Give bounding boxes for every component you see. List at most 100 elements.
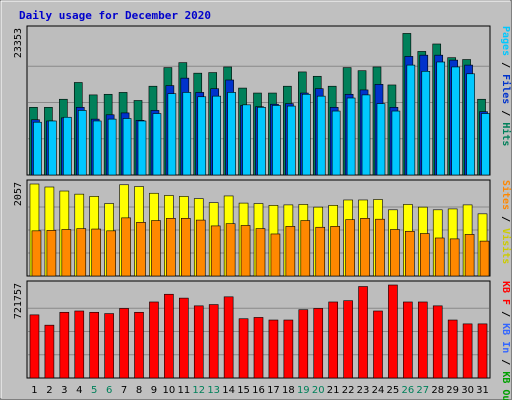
pages-files-hits-bar-pages-day-18: [287, 105, 296, 176]
kbytes-bar-kb-f-day-3: [59, 311, 70, 379]
x-tick-label-day-3: 3: [61, 385, 67, 396]
visits-sites-bar-sites-day-15: [240, 225, 251, 277]
x-tick-label-day-28: 28: [431, 385, 444, 396]
x-tick-label-day-13: 13: [207, 385, 220, 396]
x-tick-label-day-19: 19: [297, 385, 310, 396]
visits-sites-bar-sites-day-22: [345, 219, 355, 277]
x-tick-label-day-27: 27: [416, 385, 429, 396]
visits-sites-bar-sites-day-14: [225, 223, 236, 277]
kbytes-bar-kb-f-day-18: [283, 319, 294, 379]
x-tick-label-day-24: 24: [372, 385, 385, 396]
pages-files-hits-bar-pages-day-17: [272, 105, 281, 176]
visits-sites-bar-sites-day-12: [195, 219, 206, 277]
visits-sites-legend-separator: /: [500, 210, 511, 228]
kbytes-bar-kb-f-day-14: [223, 296, 234, 379]
kbytes-bar-kb-f-day-30: [462, 323, 473, 379]
panel-pages-files-hits-bars: [29, 33, 490, 176]
visits-sites-bar-sites-day-6: [106, 230, 116, 277]
visits-sites-bar-sites-day-30: [464, 234, 475, 277]
visits-sites-bar-sites-day-9: [151, 220, 161, 277]
pages-files-hits-legend-pages: Pages: [500, 26, 511, 56]
kbytes-legend-kb-f: KB F: [500, 281, 511, 305]
visits-sites-bar-sites-day-8: [136, 222, 146, 277]
kbytes-bar-kb-f-day-12: [193, 305, 204, 379]
kbytes-legend-kb-out: KB Out: [500, 371, 511, 400]
x-tick-label-day-10: 10: [163, 385, 176, 396]
x-tick-label-day-2: 2: [46, 385, 52, 396]
pages-files-hits-bar-pages-day-2: [48, 120, 57, 176]
kbytes-bar-kb-f-day-16: [253, 317, 264, 379]
x-tick-label-day-20: 20: [312, 385, 325, 396]
pages-files-hits-bar-pages-day-31: [481, 113, 490, 176]
x-tick-label-day-23: 23: [357, 385, 370, 396]
x-tick-label-day-29: 29: [446, 385, 459, 396]
x-tick-label-day-1: 1: [31, 385, 37, 396]
pages-files-hits-bar-pages-day-29: [451, 66, 460, 176]
kbytes-bar-kb-f-day-2: [44, 324, 55, 379]
visits-sites-bar-sites-day-7: [121, 217, 131, 277]
visits-sites-bar-sites-day-27: [419, 233, 430, 277]
panel-pages-files-hits-max-label: 23353: [13, 28, 24, 58]
kbytes-bar-kb-f-day-4: [74, 310, 85, 379]
kbytes-bar-kb-f-day-24: [373, 310, 383, 379]
kbytes-bar-kb-f-day-11: [179, 297, 189, 379]
x-tick-label-day-6: 6: [106, 385, 112, 396]
x-tick-label-day-12: 12: [192, 385, 205, 396]
visits-sites-legend-visits: Visits: [500, 228, 512, 264]
visits-sites-bar-sites-day-29: [449, 238, 460, 277]
pages-files-hits-bar-pages-day-13: [212, 95, 221, 176]
kbytes-bar-kb-f-day-21: [328, 301, 338, 379]
pages-files-hits-bar-pages-day-26: [406, 64, 416, 176]
pages-files-hits-bar-pages-day-11: [182, 92, 192, 176]
x-tick-label-day-11: 11: [177, 385, 190, 396]
pages-files-hits-bar-pages-day-20: [316, 95, 326, 176]
pages-files-hits-bar-pages-day-3: [63, 116, 72, 176]
x-tick-label-day-21: 21: [327, 385, 340, 396]
x-tick-label-day-30: 30: [461, 385, 474, 396]
x-tick-label-day-16: 16: [252, 385, 265, 396]
visits-sites-legend-sites: Sites: [500, 180, 512, 210]
visits-sites-bar-sites-day-24: [375, 218, 385, 277]
kbytes-bar-kb-f-day-1: [29, 314, 40, 379]
pages-files-hits-bar-pages-day-23: [361, 94, 371, 176]
visits-sites-bar-sites-day-11: [181, 218, 191, 277]
pages-files-hits-bar-pages-day-22: [346, 97, 356, 176]
pages-files-hits-bar-pages-day-7: [122, 118, 132, 176]
kbytes-bar-kb-f-day-8: [134, 311, 144, 379]
visits-sites-bar-sites-day-26: [405, 230, 415, 277]
pages-files-hits-bar-pages-day-19: [302, 93, 311, 176]
kbytes-bar-kb-f-day-15: [238, 318, 249, 379]
kbytes-legend-kb-in: KB In: [500, 323, 511, 353]
x-axis-day-labels: 1 2 3 4 5 6 7 8 9 10 11 12 13 14 15 16 17 18 19 20 21 22 23 24 2…: [31, 385, 489, 396]
x-tick-label-day-4: 4: [76, 385, 82, 396]
kbytes-bar-kb-f-day-28: [432, 305, 443, 379]
panel-visits-sites-bars: [29, 183, 490, 277]
x-tick-label-day-8: 8: [136, 385, 142, 396]
panel-kbytes: 721757 KB F / KB In / KB Out: [13, 280, 511, 400]
pages-files-hits-legend-files: Files: [500, 74, 512, 104]
kbytes-bar-kb-f-day-6: [104, 313, 114, 379]
pages-files-hits-bar-pages-day-24: [376, 103, 386, 176]
kbytes-bar-kb-f-day-31: [477, 323, 488, 379]
kbytes-bar-kb-f-day-10: [164, 293, 174, 379]
x-tick-label-day-17: 17: [267, 385, 280, 396]
x-tick-label-day-9: 9: [151, 385, 157, 396]
x-tick-label-day-18: 18: [282, 385, 295, 396]
x-tick-label-day-15: 15: [237, 385, 250, 396]
visits-sites-bar-sites-day-10: [166, 218, 176, 277]
x-tick-label-day-26: 26: [401, 385, 414, 396]
chart-title: Daily usage for December 2020: [19, 9, 211, 22]
x-tick-label-day-5: 5: [91, 385, 97, 396]
visits-sites-bar-sites-day-21: [330, 226, 340, 277]
kbytes-bar-kb-f-day-23: [358, 286, 368, 379]
visits-sites-bar-sites-day-2: [46, 230, 57, 277]
visits-sites-bar-sites-day-19: [300, 220, 311, 277]
visits-sites-bar-sites-day-20: [315, 226, 326, 277]
kbytes-bar-kb-f-day-27: [417, 301, 428, 379]
pages-files-hits-bar-pages-day-4: [77, 110, 87, 176]
panel-kbytes-legend: KB F / KB In / KB Out: [500, 281, 511, 400]
panel-pages-files-hits-legend: Pages / Files / Hits: [500, 26, 512, 146]
kbytes-bar-kb-f-day-19: [298, 309, 309, 379]
visits-sites-bar-sites-day-17: [270, 233, 281, 277]
